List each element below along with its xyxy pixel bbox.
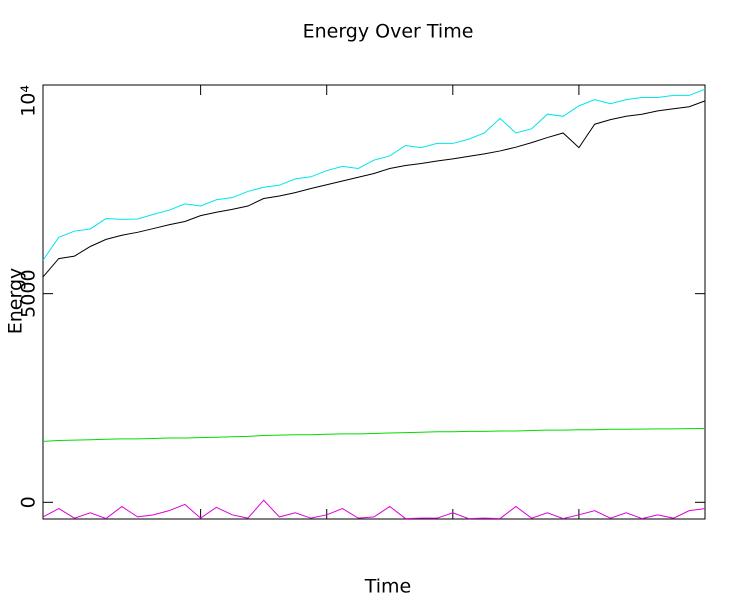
- chart-title: Energy Over Time: [303, 21, 474, 43]
- series-line: [42, 427, 706, 442]
- series-line: [42, 88, 706, 261]
- y-tick-label: 0: [18, 496, 40, 508]
- y-tick-label: 5000: [18, 269, 40, 317]
- y-tick-label: 10⁴: [18, 85, 40, 117]
- series-line: [42, 100, 706, 278]
- x-axis-label: Time: [364, 576, 412, 598]
- plot-frame: [42, 84, 706, 520]
- series-line: [42, 499, 706, 520]
- y-axis-label: Energy: [5, 268, 27, 335]
